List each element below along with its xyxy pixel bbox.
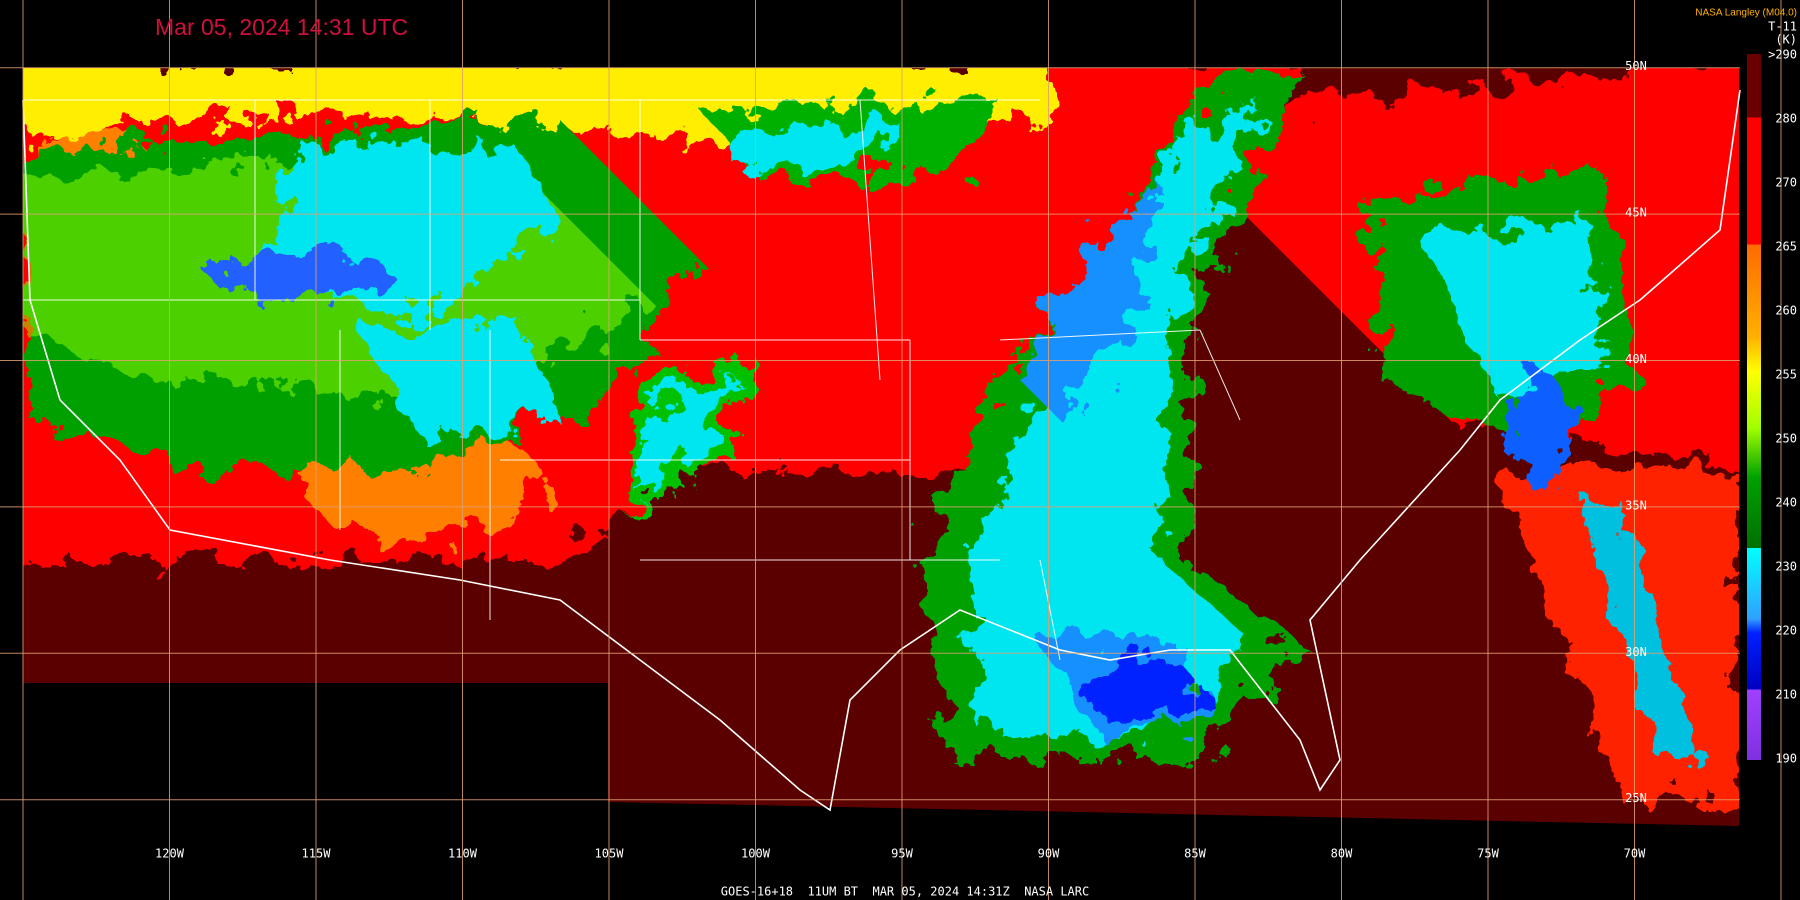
latitude-label: 35N — [1625, 498, 1647, 512]
colorbar-label: 240 — [1775, 496, 1797, 510]
latitude-label: 40N — [1625, 352, 1647, 366]
coastline — [22, 89, 1741, 812]
colorbar-label: >290 — [1768, 48, 1797, 62]
color-bar — [1747, 54, 1761, 760]
longitude-label: 105W — [595, 847, 625, 861]
latitude-label: 30N — [1625, 645, 1647, 659]
colorbar-label: 250 — [1775, 432, 1797, 446]
image-title: Mar 05, 2024 14:31 UTC — [155, 14, 408, 40]
boundaries — [22, 89, 1741, 812]
longitude-label: 75W — [1477, 847, 1499, 861]
longitude-label: 115W — [302, 847, 332, 861]
colorbar-label: 220 — [1775, 624, 1797, 638]
latitude-label: 50N — [1625, 59, 1647, 73]
unit: (K) — [1775, 33, 1797, 47]
longitude-label: 70W — [1624, 847, 1646, 861]
colorbar-label: 270 — [1775, 176, 1797, 190]
longitude-label: 85W — [1184, 847, 1206, 861]
colorbar-label: 230 — [1775, 560, 1797, 574]
colorbar-label: 255 — [1775, 368, 1797, 382]
colorbar-label: 190 — [1775, 752, 1797, 766]
longitude-label: 80W — [1331, 847, 1353, 861]
colorbar-label: 280 — [1775, 112, 1797, 126]
credit: NASA Langley (M04.0) — [1695, 8, 1797, 19]
longitude-label: 90W — [1038, 847, 1060, 861]
colorbar-label: 210 — [1775, 688, 1797, 702]
colorbar-label: 260 — [1775, 304, 1797, 318]
latitude-label: 25N — [1625, 791, 1647, 805]
colorbar-label: 265 — [1775, 240, 1797, 254]
latitude-label: 45N — [1625, 206, 1647, 220]
longitude-label: 120W — [155, 847, 185, 861]
channel: T-11 — [1768, 20, 1797, 34]
state-lines — [23, 99, 1241, 661]
longitude-label: 95W — [891, 847, 913, 861]
longitude-label: 100W — [741, 847, 771, 861]
longitude-label: 110W — [448, 847, 478, 861]
footer: GOES-16+18 11UM BT MAR 05, 2024 14:31Z N… — [721, 885, 1089, 899]
